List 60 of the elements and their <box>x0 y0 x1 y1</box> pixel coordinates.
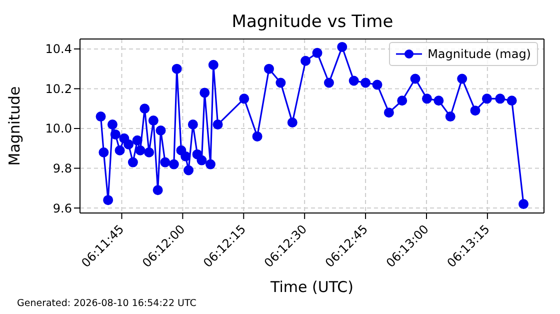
point <box>252 131 262 142</box>
point <box>107 120 118 130</box>
x-axis-title: Time (UTC) <box>270 278 354 296</box>
point <box>96 112 106 122</box>
point <box>200 88 210 98</box>
y-tick-label: 10.4 <box>45 42 72 56</box>
point <box>264 64 274 74</box>
point <box>360 78 371 88</box>
point <box>300 56 311 66</box>
point <box>434 96 444 106</box>
point <box>114 145 125 156</box>
point <box>140 104 150 114</box>
point <box>168 159 179 170</box>
point <box>135 145 146 156</box>
point <box>518 199 529 210</box>
y-tick-label: 9.6 <box>52 201 72 216</box>
point <box>324 78 334 88</box>
point <box>384 108 394 118</box>
chart-title: Magnitude vs Time <box>230 12 394 32</box>
point <box>172 64 182 74</box>
point <box>152 185 163 196</box>
point <box>148 116 158 126</box>
point <box>470 106 480 116</box>
point <box>196 155 207 166</box>
point <box>156 125 166 136</box>
point <box>410 74 420 84</box>
point <box>110 129 120 140</box>
point <box>212 120 223 130</box>
point <box>132 135 142 146</box>
y-tick-label: 10.2 <box>45 82 72 96</box>
point <box>506 96 517 106</box>
point <box>188 120 198 130</box>
point <box>239 94 250 104</box>
point <box>348 76 359 86</box>
text: Generated: 2026-08-10 16:54:22 UTC <box>17 298 196 309</box>
point <box>457 74 468 84</box>
point <box>144 147 154 158</box>
legend-label: Magnitude (mag) <box>428 46 531 63</box>
point <box>337 42 348 52</box>
point <box>312 48 322 58</box>
point <box>184 165 194 176</box>
point <box>205 159 216 170</box>
point <box>276 78 286 88</box>
point <box>482 94 492 104</box>
point <box>103 195 114 206</box>
point <box>422 94 432 104</box>
point <box>372 80 382 90</box>
point <box>287 118 298 128</box>
y-axis-title: Magnitude <box>5 86 24 166</box>
y-tick-label: 10.0 <box>45 122 72 136</box>
point <box>160 157 170 168</box>
point <box>180 151 191 162</box>
point <box>208 60 218 70</box>
point <box>128 157 138 168</box>
y-tick-label: 9.8 <box>52 162 72 176</box>
point <box>124 139 134 150</box>
point <box>98 147 109 158</box>
point <box>397 96 408 106</box>
point <box>445 112 456 122</box>
point <box>495 94 506 104</box>
